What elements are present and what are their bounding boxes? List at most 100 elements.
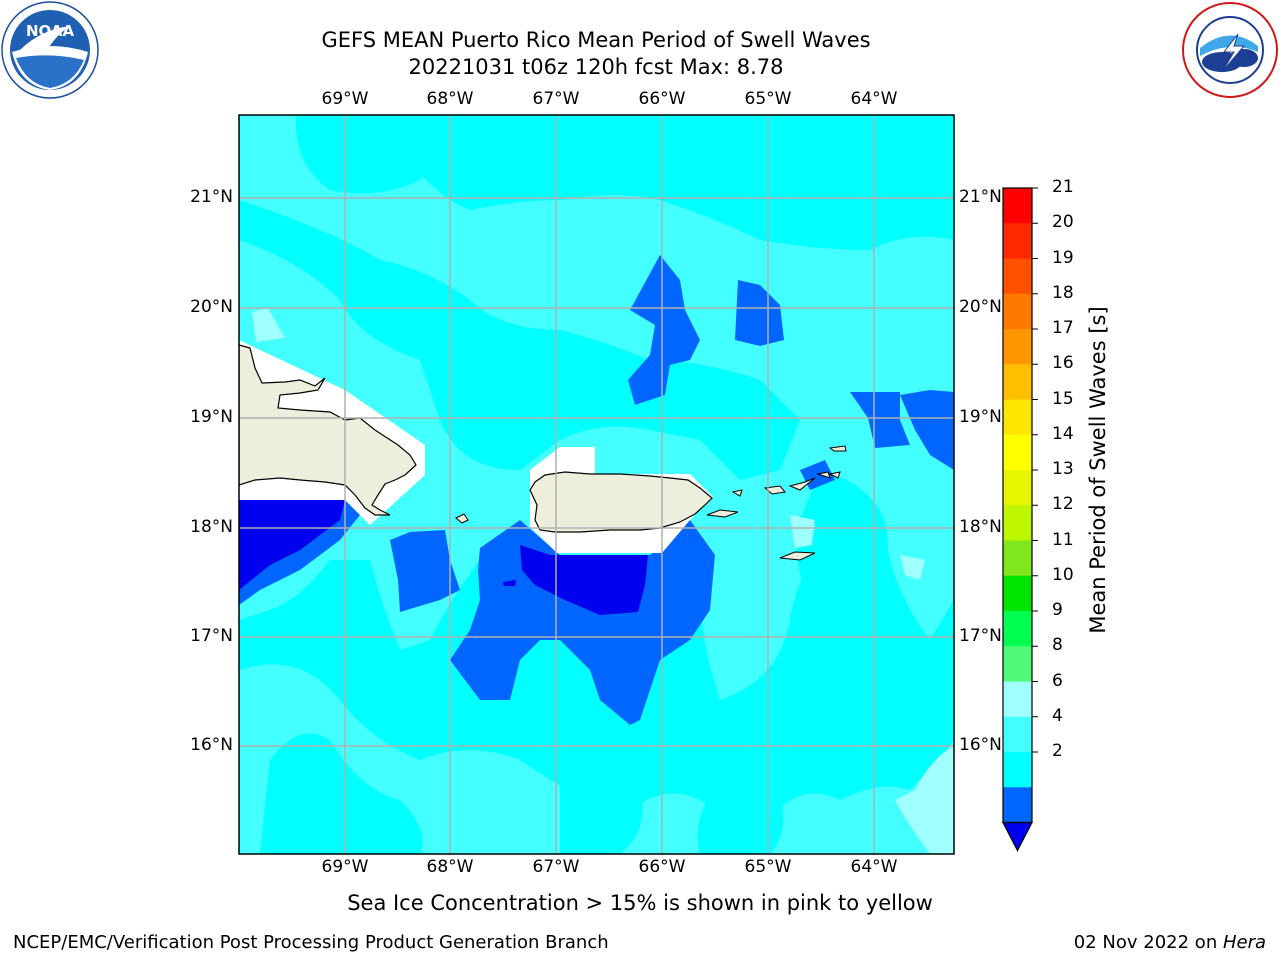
lat-label-right: 16°N <box>959 735 1002 755</box>
colorbar-segment <box>1003 223 1032 259</box>
gridlines <box>239 115 954 854</box>
footer-credit: NCEP/EMC/Verification Post Processing Pr… <box>13 932 609 953</box>
period-below-2-region <box>503 580 516 586</box>
lon-label-bottom: 67°W <box>532 857 580 877</box>
lon-label-top: 64°W <box>850 89 898 109</box>
lat-label-left: 19°N <box>190 407 233 427</box>
colorbar-segment <box>1003 646 1032 682</box>
lon-label-top: 66°W <box>638 89 686 109</box>
colorbar-segment <box>1003 540 1032 577</box>
period-2-4-region <box>450 520 715 725</box>
colorbar-segment <box>1003 258 1032 295</box>
colorbar-tick-label: 10 <box>1052 564 1074 585</box>
lon-label-top: 67°W <box>532 89 580 109</box>
period-8-9-region <box>895 745 954 854</box>
colorbar-segment <box>1003 434 1032 471</box>
colorbar-segment <box>1003 188 1032 224</box>
colorbar-segment <box>1003 505 1032 541</box>
vieques-island <box>706 509 739 518</box>
period-4-6-region <box>296 115 434 194</box>
lon-label-bottom: 68°W <box>426 857 474 877</box>
colorbar-segment <box>1003 611 1032 647</box>
period-4-6-region <box>900 115 954 180</box>
colorbar-segment <box>1003 716 1032 753</box>
period-4-6-region <box>697 777 784 854</box>
chart-subtitle: 20221031 t06z 120h fcst Max: 8.78 <box>408 55 784 79</box>
culebra-island <box>731 489 743 497</box>
lon-label-top: 68°W <box>426 89 474 109</box>
period-2-4-region <box>390 530 460 612</box>
mona-island <box>455 513 469 524</box>
colorbar-tick-label: 11 <box>1052 529 1074 550</box>
colorbar-tick-label: 9 <box>1052 600 1063 620</box>
sea-ice-note: Sea Ice Concentration > 15% is shown in … <box>347 891 933 915</box>
colorbar-title: Mean Period of Swell Waves [s] <box>1086 306 1110 634</box>
lon-label-bottom: 66°W <box>638 857 686 877</box>
period-8-9-region <box>900 555 925 580</box>
colorbar-tick-label: 4 <box>1052 705 1063 726</box>
colorbar-tick-label: 17 <box>1052 318 1074 338</box>
period-2-4-region <box>900 390 954 470</box>
period-4-6-region <box>239 200 800 480</box>
lon-label-top: 65°W <box>744 89 792 109</box>
lat-label-right: 19°N <box>959 407 1002 427</box>
period-4-6-region <box>796 470 888 610</box>
period-below-2-region <box>239 500 345 590</box>
puerto-rico-land <box>529 471 713 533</box>
period-2-4-region <box>850 392 910 448</box>
footer-date: 02 Nov 2022 on Hera <box>1074 932 1266 953</box>
colorbar-tick-label: 14 <box>1052 423 1074 444</box>
colorbar-tick-label: 18 <box>1052 282 1074 303</box>
colorbar-tick-label: 13 <box>1052 459 1074 479</box>
st-croix-island <box>779 551 816 561</box>
lat-label-left: 20°N <box>190 297 233 317</box>
colorbar-tick-label: 20 <box>1052 212 1074 233</box>
anegada-island <box>828 445 847 452</box>
noaa-logo: NOAA <box>1 1 99 99</box>
period-6-8-region <box>239 664 954 854</box>
lat-label-left: 18°N <box>190 517 233 537</box>
period-4-6-region <box>560 772 643 854</box>
nws-logo <box>1182 2 1278 98</box>
lon-label-bottom: 65°W <box>744 857 792 877</box>
period-2-4-region <box>735 280 784 346</box>
lon-label-top: 69°W <box>321 89 369 109</box>
lat-label-right: 17°N <box>959 626 1002 646</box>
colorbar-tick-label: 15 <box>1052 388 1074 409</box>
lat-label-right: 18°N <box>959 517 1002 537</box>
period-8-9-region <box>790 515 815 548</box>
colorbar-segment <box>1003 575 1032 612</box>
colorbar-segment <box>1003 329 1032 365</box>
colorbar-tick-label: 12 <box>1052 494 1074 515</box>
colorbar-segment <box>1003 681 1032 718</box>
map-area <box>239 115 954 854</box>
colorbar-segment <box>1003 752 1032 788</box>
period-below-2-region <box>520 545 648 615</box>
period-4-6-region <box>260 733 423 854</box>
colorbar-tick-label: 8 <box>1052 635 1063 656</box>
lat-label-left: 17°N <box>190 626 233 646</box>
period-2-4-region <box>628 255 700 405</box>
colorbar <box>1002 187 1038 852</box>
colorbar-tick-label: 21 <box>1052 177 1074 197</box>
colorbar-segment <box>1003 399 1032 436</box>
lat-label-right: 21°N <box>959 187 1002 207</box>
colorbar-tick-label: 16 <box>1052 353 1074 374</box>
colorbar-tick-label: 19 <box>1052 247 1074 268</box>
map-frame <box>238 114 955 855</box>
colorbar-segment <box>1003 787 1032 823</box>
colorbar-tick-label: 6 <box>1052 670 1063 691</box>
colorbar-segment <box>1003 364 1032 400</box>
lat-label-left: 21°N <box>190 187 233 207</box>
period-4-6-region <box>520 126 607 175</box>
virgin-islands <box>763 471 841 495</box>
lon-label-bottom: 64°W <box>850 857 898 877</box>
lat-label-right: 20°N <box>959 297 1002 317</box>
noaa-logo-text: NOAA <box>26 22 75 40</box>
lat-label-left: 16°N <box>190 735 233 755</box>
footer-date-text: 02 Nov 2022 on <box>1073 932 1223 953</box>
colorbar-extend-arrow <box>1002 821 1033 852</box>
period-8-9-region <box>252 308 285 342</box>
colorbar-segment <box>1003 470 1032 506</box>
